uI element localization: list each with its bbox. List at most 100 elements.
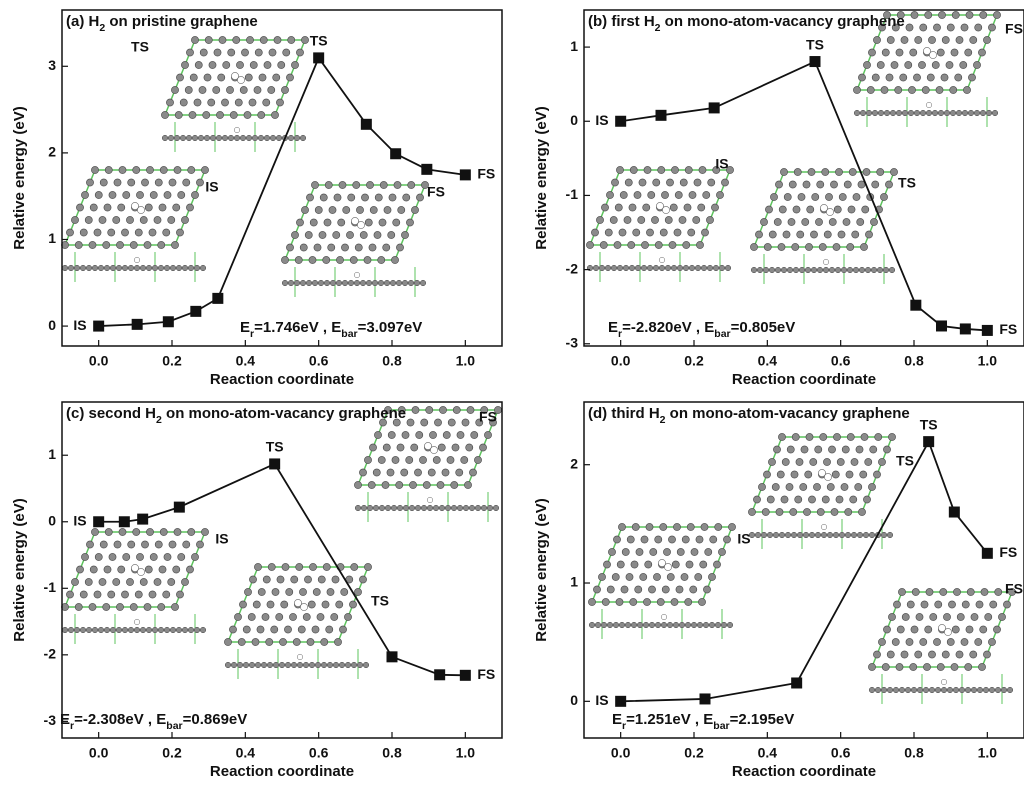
atom [176, 74, 183, 81]
atom [304, 576, 311, 583]
atom [621, 586, 628, 593]
side-atom [929, 687, 935, 693]
side-atom [697, 622, 703, 628]
atom [296, 563, 303, 570]
atom [91, 528, 98, 535]
side-atom [953, 687, 959, 693]
point-label: TS [920, 416, 938, 432]
structure [750, 168, 897, 284]
atom [286, 74, 293, 81]
atom [369, 444, 376, 451]
point-label: FS [999, 544, 1017, 560]
y-tick-label: -1 [566, 186, 579, 202]
y-tick-label: 2 [570, 455, 578, 471]
marker [361, 119, 372, 130]
side-atom [965, 687, 971, 693]
atom [164, 553, 171, 560]
atom [993, 626, 1000, 633]
side-atom [487, 505, 493, 511]
atom [244, 588, 251, 595]
side-atom [80, 627, 86, 633]
energy-annotation-part: E [240, 319, 250, 336]
atom [135, 591, 142, 598]
atom [168, 578, 175, 585]
side-atom [815, 532, 821, 538]
atom [305, 231, 312, 238]
marker [119, 516, 130, 527]
atom [643, 204, 650, 211]
atom [916, 613, 923, 620]
atom [786, 483, 793, 490]
atom [161, 111, 168, 118]
atom [633, 229, 640, 236]
atom [71, 578, 78, 585]
side-atom [176, 627, 182, 633]
atom [951, 663, 958, 670]
side-atom [845, 532, 851, 538]
atom [133, 528, 140, 535]
h-atom [357, 221, 364, 228]
atom [957, 613, 964, 620]
marker [434, 669, 445, 680]
atom [863, 61, 870, 68]
side-atom [273, 662, 279, 668]
atom [689, 191, 696, 198]
atom [598, 573, 605, 580]
chart-title-part: (b) first H [588, 13, 655, 30]
side-atom [869, 687, 875, 693]
atom [339, 626, 346, 633]
atom [416, 431, 423, 438]
side-atom [773, 532, 779, 538]
side-atom [342, 280, 348, 286]
atom [80, 591, 87, 598]
atom [66, 229, 73, 236]
h-atom [430, 446, 437, 453]
side-atom [959, 687, 965, 693]
atom [194, 99, 201, 106]
atom [693, 216, 700, 223]
atom [100, 179, 107, 186]
atom [636, 548, 643, 555]
point-label: IS [73, 512, 86, 528]
atom [952, 626, 959, 633]
y-tick-label: 2 [48, 144, 56, 160]
atom [118, 204, 125, 211]
side-atom [146, 627, 152, 633]
side-atom [397, 505, 403, 511]
atom [971, 613, 978, 620]
atom [653, 179, 660, 186]
side-atom [192, 135, 198, 141]
atom [281, 256, 288, 263]
marker [700, 693, 711, 704]
atom [145, 566, 152, 573]
atom [847, 433, 854, 440]
side-atom [348, 280, 354, 286]
marker [615, 696, 626, 707]
side-atom [312, 280, 318, 286]
side-atom [288, 280, 294, 286]
atom [339, 181, 346, 188]
side-atom [727, 622, 733, 628]
atom [406, 219, 413, 226]
structure [868, 588, 1015, 704]
y-tick-label: 0 [570, 112, 578, 128]
atom [630, 166, 637, 173]
side-atom [355, 505, 361, 511]
atom [634, 191, 641, 198]
marker [190, 306, 201, 317]
atom [155, 179, 162, 186]
energy-annotation: Er=-2.820eV , Ebar=0.805eV [608, 319, 795, 340]
atom [344, 613, 351, 620]
atom [334, 638, 341, 645]
atom [906, 638, 913, 645]
side-atom [188, 627, 194, 633]
side-atom [589, 622, 595, 628]
side-atom [791, 532, 797, 538]
h-atom [137, 568, 144, 575]
atom [130, 603, 137, 610]
h-atom [661, 614, 667, 620]
atom [701, 229, 708, 236]
energy-annotation: Er=-2.308eV , Ebar=0.869eV [60, 711, 247, 732]
atom [911, 626, 918, 633]
marker [910, 300, 921, 311]
